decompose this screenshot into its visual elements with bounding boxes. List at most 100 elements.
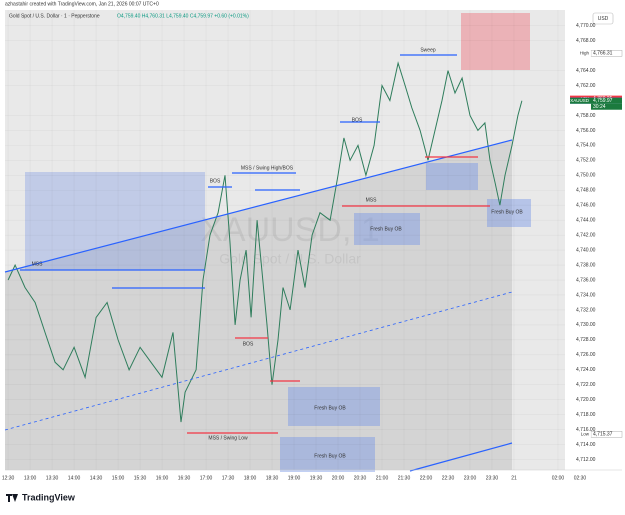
y-tick-label: 4,738.00 (576, 262, 596, 268)
ob-zone (280, 437, 375, 472)
ob-zone (25, 172, 205, 270)
y-tick-label: 4,714.00 (576, 442, 596, 448)
x-tick-label: 14:00 (68, 475, 81, 481)
annotation: Sweep (420, 47, 436, 53)
x-tick-label: 13:00 (24, 475, 37, 481)
countdown: 30:24 (593, 104, 606, 110)
shaded-zone (5, 140, 512, 470)
x-tick-label: 18:00 (244, 475, 257, 481)
y-tick-label: 4,750.00 (576, 173, 596, 179)
x-tick-label: 16:30 (178, 475, 191, 481)
annotations: Sweep BOS MSS / Swing High/BOS BOS MSS MSS Fre… (32, 47, 524, 459)
y-tick-label: 4,722.00 (576, 382, 596, 388)
price-label-name-box (570, 431, 591, 438)
y-tick-label: 4,752.00 (576, 158, 596, 164)
x-tick-label: 12:30 (2, 475, 15, 481)
trendline (4, 139, 513, 273)
x-tick-label: 21:30 (398, 475, 411, 481)
x-tick-label: 21:00 (376, 475, 389, 481)
trendline (409, 442, 513, 472)
x-tick-label: 15:00 (112, 475, 125, 481)
ohlc-line: O4,759.40 H4,760.31 L4,759.40 C4,759.97 … (117, 13, 249, 19)
watermark: XAUUSD, 1 (200, 211, 380, 249)
x-tick-label: 17:30 (222, 475, 235, 481)
y-tick-label: 4,730.00 (576, 322, 596, 328)
x-tick-label: 19:30 (310, 475, 323, 481)
y-tick-label: 4,754.00 (576, 143, 596, 149)
x-tick-label: 19:00 (288, 475, 301, 481)
y-tick-label: 4,742.00 (576, 232, 596, 238)
x-tick-label: 20:30 (354, 475, 367, 481)
y-tick-label: 4,716.00 (576, 427, 596, 433)
y-tick-label: 4,728.00 (576, 337, 596, 343)
price-label-name-box (570, 50, 591, 57)
x-tick-label: 02:30 (574, 475, 587, 481)
y-tick-label: 4,768.00 (576, 38, 596, 44)
author-line: azhastahir created with TradingView.com,… (5, 1, 159, 7)
x-tick-label: 22:00 (420, 475, 433, 481)
currency-box[interactable] (592, 12, 614, 25)
annotation: Fresh Buy OB (314, 453, 346, 459)
x-tick-label: 20:00 (332, 475, 345, 481)
y-tick-label: 4,732.00 (576, 307, 596, 313)
price-axis (565, 10, 622, 470)
price-label: 4,766.31 (593, 51, 613, 57)
price-label: 4,759.97 (593, 98, 613, 104)
price-line (7, 61, 523, 423)
x-tick-label: 23:00 (464, 475, 477, 481)
y-tick-label: 4,758.00 (576, 113, 596, 119)
annotation: Fresh Buy OB (370, 226, 402, 232)
annotation: MSS (32, 261, 44, 267)
annotation: Fresh Buy OB (491, 209, 523, 215)
price-label-name-box (570, 97, 591, 104)
y-tick-label: 4,764.00 (576, 68, 596, 74)
x-tick-label: 22:30 (442, 475, 455, 481)
annotation: BOS (352, 117, 363, 123)
annotation: BOS (210, 178, 221, 184)
price-label-name: XAUUSD (570, 98, 590, 103)
y-tick-label: 4,718.00 (576, 412, 596, 418)
y-tick-label: 4,762.00 (576, 83, 596, 89)
price-label-box (591, 97, 622, 104)
annotation: MSS / Swing Low (208, 435, 248, 441)
x-tick-label: 15:30 (134, 475, 147, 481)
ob-zone (426, 163, 478, 190)
price-label: 4,715.37 (593, 432, 613, 438)
symbol-line: Gold Spot / U.S. Dollar · 1 · Pepperston… (9, 13, 100, 19)
price-label-name: Low (581, 432, 590, 437)
y-tick-label: 4,724.00 (576, 367, 596, 373)
y-tick-label: 4,720.00 (576, 397, 596, 403)
countdown-box (591, 103, 622, 110)
x-tick-label: 17:00 (200, 475, 213, 481)
x-tick-label: 14:30 (90, 475, 103, 481)
y-tick-label: 4,734.00 (576, 292, 596, 298)
y-tick-label: 4,726.00 (576, 352, 596, 358)
drawings (4, 54, 513, 472)
annotation: Fresh Buy OB (314, 405, 346, 411)
y-tick-label: 4,756.00 (576, 128, 596, 134)
currency: USD (598, 16, 609, 22)
logo-mark (6, 494, 18, 502)
price-label-name: High (580, 50, 590, 55)
brand: TradingView (22, 492, 76, 502)
annotation: MSS / Swing High/BOS (241, 165, 294, 171)
annotation: MSS (366, 197, 378, 203)
x-tick-label: 13:30 (46, 475, 59, 481)
x-tick-label: 16:00 (156, 475, 169, 481)
watermark-sub: Gold Spot / U.S. Dollar (219, 251, 361, 267)
y-tick-label: 4,744.00 (576, 218, 596, 224)
axes: 4,770.00 4,768.00 4,764.00 4,762.00 4,758.00… (2, 23, 623, 481)
x-tick-label: 21 (511, 475, 517, 481)
zones (25, 13, 531, 472)
ob-zone (288, 387, 380, 426)
sweep-zone (461, 13, 530, 70)
y-tick-label: 4,740.00 (576, 247, 596, 253)
plot (7, 61, 523, 423)
y-tick-label: 4,736.00 (576, 277, 596, 283)
y-tick-label: 4,770.00 (576, 23, 596, 29)
x-tick-label: 18:30 (266, 475, 279, 481)
y-tick-label: 4,712.00 (576, 457, 596, 463)
x-tick-label: 02:00 (552, 475, 565, 481)
x-tick-label: 23:30 (486, 475, 499, 481)
